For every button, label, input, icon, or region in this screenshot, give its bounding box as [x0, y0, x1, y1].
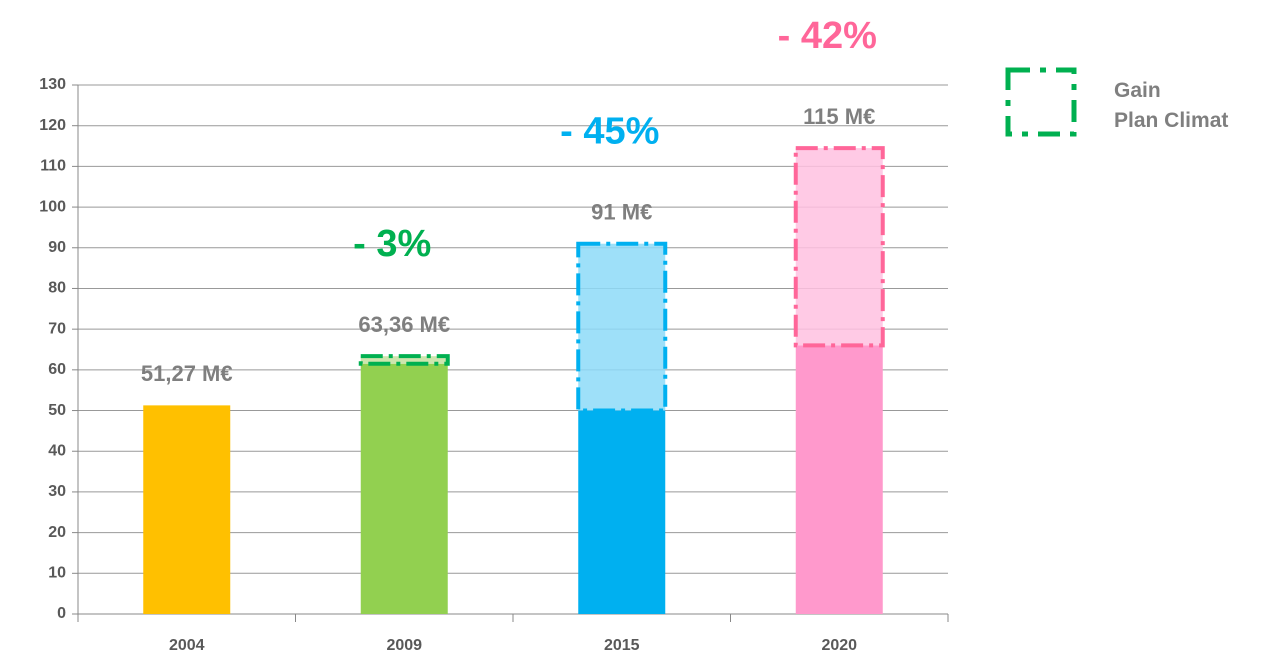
y-tick-label: 0: [57, 605, 66, 622]
bar: [143, 405, 231, 614]
y-tick-label: 130: [39, 76, 66, 93]
bar: [795, 345, 883, 614]
total-label: 63,36 M€: [358, 312, 450, 337]
y-tick-label: 90: [48, 239, 66, 256]
x-tick-label: 2009: [386, 637, 422, 654]
y-tick-label: 100: [39, 198, 66, 215]
y-tick-label: 70: [48, 320, 66, 337]
total-label: 51,27 M€: [141, 361, 233, 386]
bar: [360, 363, 448, 614]
bar: [578, 410, 666, 614]
gain-label: - 3%: [353, 223, 431, 265]
gain-segment: [576, 241, 668, 413]
y-tick-label: 20: [48, 524, 66, 541]
x-tick-label: 2004: [169, 637, 205, 654]
y-tick-label: 30: [48, 483, 66, 500]
gain-label: - 45%: [560, 111, 659, 153]
x-tick-label: 2020: [821, 637, 857, 654]
y-tick-label: 110: [40, 158, 66, 175]
y-tick-label: 10: [48, 565, 66, 582]
y-tick-label: 80: [48, 280, 66, 297]
y-tick-label: 120: [39, 117, 66, 134]
y-tick-label: 40: [48, 442, 66, 459]
legend-label: Gain Plan Climat: [1114, 79, 1229, 132]
total-label: 91 M€: [591, 200, 652, 225]
y-tick-label: 50: [48, 402, 66, 419]
total-label: 115 M€: [803, 104, 875, 129]
y-tick-label: 60: [48, 361, 66, 378]
gain-segment: [358, 354, 450, 366]
x-tick-label: 2015: [604, 637, 640, 654]
gain-label: - 42%: [778, 15, 877, 57]
gain-segment: [793, 146, 885, 348]
legend-swatch: [1005, 67, 1077, 137]
